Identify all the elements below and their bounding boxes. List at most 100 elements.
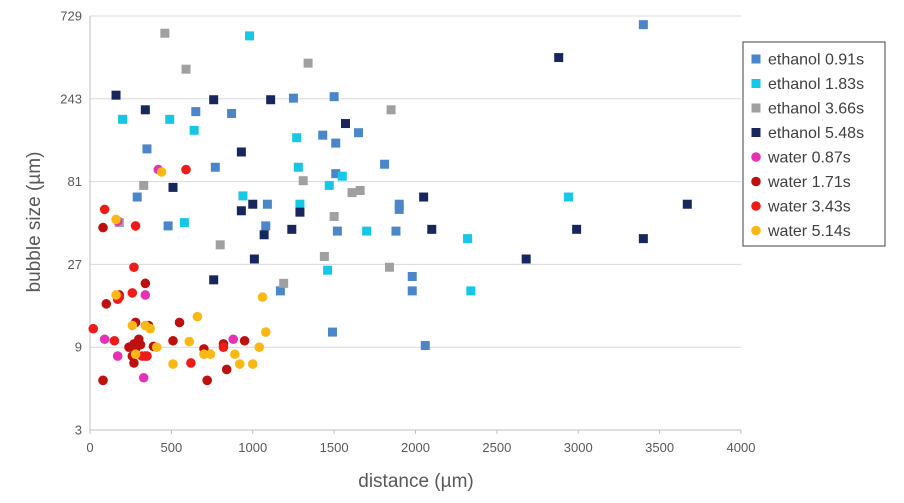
x-tick-label: 2000	[401, 440, 430, 455]
data-point	[140, 278, 151, 289]
data-point	[192, 311, 203, 322]
data-point	[238, 191, 248, 201]
axes	[89, 16, 742, 434]
data-point	[209, 95, 219, 105]
data-point	[98, 375, 108, 386]
y-tick-label: 729	[60, 9, 82, 24]
data-point	[298, 176, 308, 186]
legend-label: water 0.87s	[767, 150, 851, 167]
data-point	[287, 224, 297, 234]
data-point	[329, 92, 339, 102]
data-point	[210, 162, 220, 172]
data-point	[266, 95, 276, 105]
y-axis-label: bubble size (µm)	[24, 152, 45, 293]
series-water-5-14s	[111, 167, 271, 369]
data-point	[247, 359, 258, 369]
data-point	[407, 271, 417, 281]
legend-label: ethanol 1.83s	[768, 76, 864, 93]
data-point	[554, 53, 564, 63]
data-point	[99, 204, 110, 215]
data-point	[341, 119, 351, 129]
data-point	[331, 169, 341, 179]
data-point	[140, 105, 150, 115]
data-point	[168, 182, 178, 192]
data-point	[260, 327, 271, 337]
data-point	[386, 105, 396, 115]
data-point	[420, 341, 430, 351]
legend-label: water 5.14s	[767, 223, 851, 240]
data-point	[218, 342, 229, 353]
legend-marker	[751, 128, 761, 137]
x-tick-label: 0	[86, 440, 93, 455]
legend-label: water 1.71s	[767, 174, 851, 191]
data-point	[332, 226, 342, 236]
data-point	[275, 286, 285, 296]
data-point	[138, 372, 149, 383]
data-point	[142, 144, 152, 154]
data-point	[205, 349, 216, 360]
data-point	[129, 358, 139, 368]
data-point	[354, 128, 364, 138]
data-point	[127, 288, 138, 298]
data-point	[228, 334, 239, 345]
data-point	[165, 114, 175, 124]
legend-label: ethanol 5.48s	[768, 125, 864, 142]
data-point	[111, 214, 121, 225]
data-point	[109, 335, 120, 346]
data-point	[347, 188, 357, 198]
data-point	[419, 192, 429, 202]
data-point	[202, 375, 212, 386]
grid-lines	[90, 15, 741, 348]
data-point	[127, 320, 138, 331]
legend-label: ethanol 0.91s	[768, 52, 864, 69]
data-point	[191, 107, 201, 117]
data-point	[239, 335, 250, 346]
data-point	[327, 327, 337, 337]
data-point	[279, 278, 289, 288]
data-point	[189, 125, 199, 135]
data-point	[303, 58, 313, 68]
data-point	[140, 290, 151, 300]
data-point	[99, 334, 110, 345]
data-point	[186, 358, 196, 368]
y-tick-label: 9	[75, 340, 82, 355]
x-tick-label: 3000	[564, 440, 593, 455]
data-point	[215, 240, 225, 250]
data-point	[254, 342, 265, 353]
series-water-3-43s	[88, 164, 229, 368]
data-point	[101, 299, 112, 309]
data-point	[111, 90, 121, 100]
data-point	[638, 20, 648, 30]
data-point	[288, 93, 298, 103]
data-point	[163, 221, 173, 231]
legend-marker	[751, 152, 761, 162]
data-point	[236, 206, 246, 216]
data-point	[156, 167, 167, 177]
data-point	[331, 138, 341, 148]
data-point	[337, 171, 347, 181]
data-point	[227, 108, 237, 118]
data-point	[521, 254, 531, 264]
data-point	[355, 185, 365, 195]
data-point	[181, 64, 191, 74]
data-point	[98, 222, 108, 233]
data-point	[168, 359, 178, 369]
data-point	[112, 351, 123, 361]
data-point	[140, 320, 151, 331]
series-ethanol-5-48s	[111, 53, 692, 285]
data-point	[329, 211, 339, 221]
data-point	[248, 199, 258, 209]
legend-marker	[751, 79, 761, 88]
data-point	[135, 339, 146, 350]
data-point	[129, 262, 139, 273]
data-points	[88, 20, 692, 386]
legend-label: ethanol 3.66s	[768, 101, 864, 118]
data-point	[209, 275, 219, 285]
data-point	[463, 234, 473, 244]
x-tick-label: 3500	[645, 440, 674, 455]
data-point	[319, 251, 329, 261]
data-point	[292, 133, 302, 143]
legend-marker	[751, 201, 761, 211]
data-point	[394, 204, 404, 214]
data-point	[111, 290, 121, 300]
